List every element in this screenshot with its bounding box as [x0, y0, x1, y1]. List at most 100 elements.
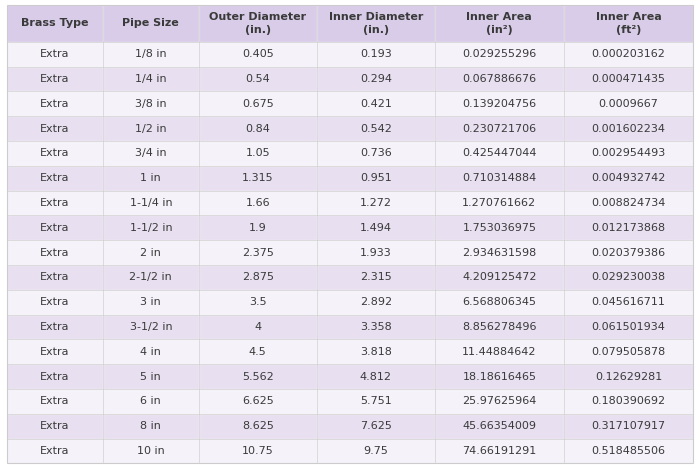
Text: 0.54: 0.54 — [246, 74, 270, 84]
Bar — [435, 190, 564, 215]
Text: 1.494: 1.494 — [360, 223, 392, 233]
Text: 8.856278496: 8.856278496 — [462, 322, 537, 332]
Bar — [199, 314, 317, 339]
Bar — [7, 166, 103, 190]
Bar — [564, 42, 693, 66]
Bar — [435, 314, 564, 339]
Bar — [435, 339, 564, 364]
Bar — [317, 141, 435, 166]
Text: Inner Area
(in²): Inner Area (in²) — [466, 12, 532, 35]
Text: 1.66: 1.66 — [246, 198, 270, 208]
Bar — [7, 439, 103, 463]
Text: Extra: Extra — [40, 124, 70, 134]
Bar — [103, 215, 199, 240]
Bar — [435, 215, 564, 240]
Bar — [317, 439, 435, 463]
Bar — [317, 364, 435, 389]
Text: 3.818: 3.818 — [360, 347, 392, 357]
Text: 3/8 in: 3/8 in — [135, 99, 167, 109]
Bar — [199, 42, 317, 66]
Text: 0.425447044: 0.425447044 — [462, 148, 537, 159]
Text: 0.0009667: 0.0009667 — [598, 99, 659, 109]
Bar — [564, 190, 693, 215]
Text: 10 in: 10 in — [137, 446, 164, 456]
Text: 6 in: 6 in — [141, 396, 161, 406]
Text: 1.753036975: 1.753036975 — [463, 223, 536, 233]
Text: Extra: Extra — [40, 49, 70, 59]
Bar — [435, 389, 564, 414]
Text: 1.315: 1.315 — [242, 173, 274, 183]
Bar — [199, 439, 317, 463]
Text: 0.029230038: 0.029230038 — [592, 272, 666, 282]
Bar — [317, 389, 435, 414]
Text: 2.315: 2.315 — [360, 272, 392, 282]
Bar — [564, 389, 693, 414]
Bar — [7, 5, 103, 42]
Bar — [103, 339, 199, 364]
Text: 0.736: 0.736 — [360, 148, 392, 159]
Text: 0.000471435: 0.000471435 — [592, 74, 666, 84]
Bar — [7, 215, 103, 240]
Bar — [7, 66, 103, 91]
Bar — [103, 5, 199, 42]
Text: 6.568806345: 6.568806345 — [463, 297, 536, 307]
Bar — [317, 66, 435, 91]
Text: Extra: Extra — [40, 74, 70, 84]
Text: Brass Type: Brass Type — [21, 18, 89, 28]
Bar — [199, 91, 317, 116]
Text: 1 in: 1 in — [141, 173, 161, 183]
Text: 25.97625964: 25.97625964 — [462, 396, 537, 406]
Bar — [7, 339, 103, 364]
Bar — [103, 290, 199, 314]
Bar — [103, 42, 199, 66]
Text: Inner Area
(ft²): Inner Area (ft²) — [596, 12, 661, 35]
Text: Extra: Extra — [40, 322, 70, 332]
Bar — [7, 42, 103, 66]
Text: Extra: Extra — [40, 223, 70, 233]
Text: Extra: Extra — [40, 297, 70, 307]
Bar — [564, 66, 693, 91]
Bar — [7, 314, 103, 339]
Bar — [317, 42, 435, 66]
Text: 0.000203162: 0.000203162 — [592, 49, 666, 59]
Text: 6.625: 6.625 — [242, 396, 274, 406]
Text: 0.139204756: 0.139204756 — [462, 99, 536, 109]
Bar — [435, 42, 564, 66]
Bar — [435, 439, 564, 463]
Text: 0.12629281: 0.12629281 — [595, 372, 662, 381]
Bar — [564, 141, 693, 166]
Bar — [199, 5, 317, 42]
Text: 0.230721706: 0.230721706 — [462, 124, 536, 134]
Bar — [199, 240, 317, 265]
Bar — [564, 364, 693, 389]
Bar — [199, 414, 317, 439]
Text: 3/4 in: 3/4 in — [135, 148, 167, 159]
Bar — [103, 141, 199, 166]
Bar — [103, 91, 199, 116]
Text: 0.004932742: 0.004932742 — [592, 173, 666, 183]
Text: 1-1/4 in: 1-1/4 in — [130, 198, 172, 208]
Text: 3.5: 3.5 — [249, 297, 267, 307]
Bar — [435, 91, 564, 116]
Text: 0.001602234: 0.001602234 — [592, 124, 666, 134]
Bar — [103, 439, 199, 463]
Text: Outer Diameter
(in.): Outer Diameter (in.) — [209, 12, 307, 35]
Text: 1-1/2 in: 1-1/2 in — [130, 223, 172, 233]
Text: 2.375: 2.375 — [242, 248, 274, 257]
Text: 3.358: 3.358 — [360, 322, 392, 332]
Text: Extra: Extra — [40, 272, 70, 282]
Bar — [564, 166, 693, 190]
Text: 0.421: 0.421 — [360, 99, 392, 109]
Text: 0.675: 0.675 — [242, 99, 274, 109]
Bar — [435, 240, 564, 265]
Bar — [199, 339, 317, 364]
Bar — [7, 141, 103, 166]
Text: Extra: Extra — [40, 347, 70, 357]
Text: Extra: Extra — [40, 198, 70, 208]
Text: 0.067886676: 0.067886676 — [462, 74, 536, 84]
Bar — [435, 66, 564, 91]
Text: Pipe Size: Pipe Size — [122, 18, 179, 28]
Text: 0.405: 0.405 — [242, 49, 274, 59]
Bar — [564, 240, 693, 265]
Bar — [103, 314, 199, 339]
